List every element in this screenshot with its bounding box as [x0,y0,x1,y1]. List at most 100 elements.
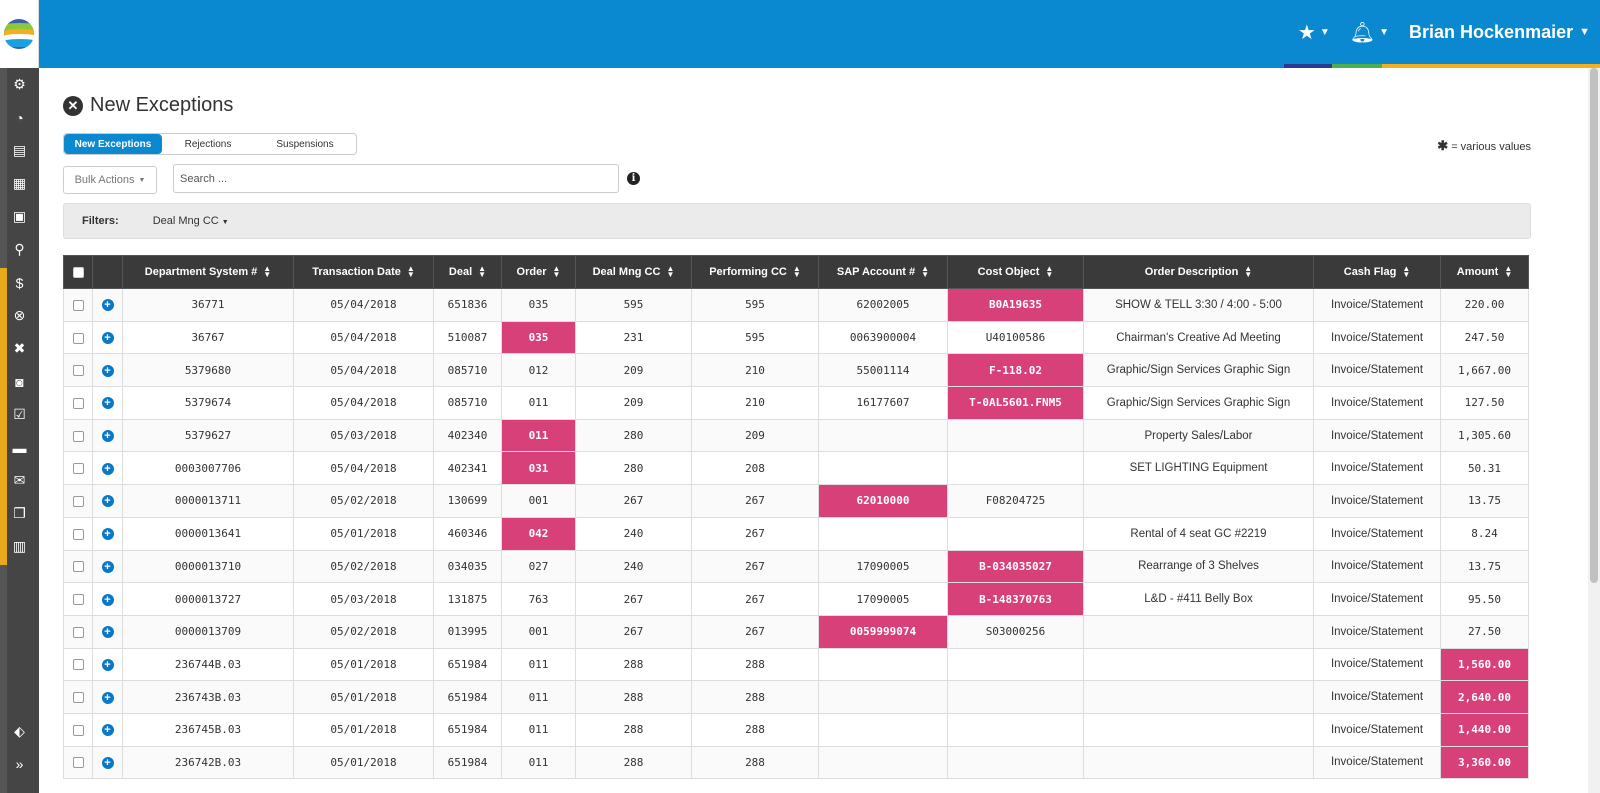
row-checkbox[interactable] [72,430,84,442]
column-header[interactable]: Cost Object ▲ ▼ [947,255,1084,289]
dollar-icon[interactable]: $ [15,274,24,291]
money-icon[interactable]: ▣ [12,208,27,224]
row-checkbox[interactable] [72,463,84,475]
scrollbar-thumb[interactable] [1590,68,1598,583]
row-checkbox[interactable] [72,659,84,671]
bar-chart-icon[interactable]: ▥ [12,538,27,554]
row-checkbox[interactable] [72,495,84,507]
table-row[interactable]: +236745B.03 05/01/2018 651984 011 288 288 Invo… [63,712,1529,747]
row-expand-cell: + [92,484,123,518]
expand-row-icon[interactable]: + [101,430,114,443]
expand-row-icon[interactable]: + [101,528,114,541]
row-checkbox[interactable] [72,724,84,736]
info-icon[interactable]: i [627,172,640,185]
expand-row-icon[interactable]: + [101,658,114,671]
table-cell: 651984 [433,647,502,682]
credit-card-icon[interactable]: ▬ [12,439,27,456]
column-header[interactable]: Order Description ▲ ▼ [1083,255,1314,289]
tab-rejections[interactable]: Rejections [184,138,232,150]
column-header[interactable]: Order ▲ ▼ [501,255,576,289]
pause-icon[interactable]: ◙ [15,373,24,390]
expand-row-icon[interactable]: + [101,626,114,639]
close-icon[interactable]: ✖ [13,340,26,356]
table-row[interactable]: +36767 05/04/2018 510087 035 231 595 006390000… [63,320,1529,355]
dashboard-icon[interactable]: ◔ [15,109,24,126]
column-header[interactable]: Department System # ▲ ▼ [122,255,294,289]
table-row[interactable]: +0000013709 05/02/2018 013995 001 267 267 0059… [63,614,1529,649]
table-cell: 001 [501,614,576,649]
expand-row-icon[interactable]: + [101,691,114,704]
copy-icon[interactable]: ❐ [13,505,26,521]
chevron-down-icon[interactable]: ▼ [1579,26,1590,38]
grid-icon[interactable]: ▦ [12,175,27,191]
search-icon[interactable]: ⚲ [14,241,25,257]
table-row[interactable]: +236743B.03 05/01/2018 651984 011 288 288 Invo… [63,680,1529,714]
row-checkbox[interactable] [72,692,84,704]
expand-row-icon[interactable]: + [101,397,114,410]
table-row[interactable]: +0000013710 05/02/2018 034035 027 240 267 1709… [63,549,1529,584]
column-header[interactable]: Deal Mng CC ▲ ▼ [575,255,692,289]
table-row[interactable]: +236744B.03 05/01/2018 651984 011 288 288 Invo… [63,647,1529,682]
expand-row-icon[interactable]: + [101,462,114,475]
expand-row-icon[interactable]: + [101,593,114,606]
tab-new-exceptions[interactable]: New Exceptions [64,134,162,154]
table-row[interactable]: +5379627 05/03/2018 402340 011 280 209 Propert… [63,418,1529,453]
expand-row-icon[interactable]: + [101,560,114,573]
table-row[interactable]: +5379674 05/04/2018 085710 011 209 210 1617760… [63,386,1529,420]
column-header[interactable]: Deal ▲ ▼ [433,255,502,289]
row-checkbox[interactable] [72,561,84,573]
table-row[interactable]: +0000013711 05/02/2018 130699 001 267 267 6201… [63,484,1529,518]
row-checkbox[interactable] [72,332,84,344]
table-cell: Invoice/Statement [1313,484,1441,518]
expand-icon[interactable]: » [15,755,24,772]
row-checkbox[interactable] [72,397,84,409]
expand-row-icon[interactable]: + [101,495,114,508]
row-checkbox[interactable] [72,365,84,377]
table-row[interactable]: +5379680 05/04/2018 085710 012 209 210 5500111… [63,353,1529,388]
table-cell: 05/04/2018 [293,288,434,322]
checkbox-icon[interactable]: ☑ [13,406,26,422]
column-header[interactable]: Transaction Date ▲ ▼ [293,255,434,289]
table-cell: 231 [575,320,692,355]
table-cell: 236745B.03 [122,712,294,747]
table-row[interactable]: +0000013641 05/01/2018 460346 042 240 267 Rent… [63,516,1529,551]
envelope-icon[interactable]: ✉ [13,472,26,488]
favorites-menu[interactable]: ★ ▼ [1298,20,1330,45]
expand-row-icon[interactable]: + [101,299,114,312]
table-cell: 267 [575,582,692,616]
vertical-scrollbar[interactable] [1588,68,1600,793]
tab-suspensions[interactable]: Suspensions [276,138,334,150]
tag-icon[interactable]: ⬖ [14,723,25,739]
exception-icon[interactable]: ⊗ [13,307,26,323]
search-input[interactable] [173,164,619,193]
user-menu[interactable]: Brian Hockenmaier [1409,21,1574,42]
filter-deal-mng-cc-dropdown[interactable]: Deal Mng CC ▼ [153,215,229,227]
row-checkbox[interactable] [72,757,84,769]
table-row[interactable]: +0003007706 05/04/2018 402341 031 280 208 SET … [63,451,1529,486]
expand-row-icon[interactable]: + [101,724,114,737]
column-header[interactable]: Performing CC ▲ ▼ [691,255,819,289]
expand-row-icon[interactable]: + [101,756,114,769]
column-header-label: Department System # [144,265,258,278]
row-checkbox[interactable] [72,626,84,638]
expand-row-icon[interactable]: + [101,332,114,345]
row-checkbox[interactable] [72,594,84,606]
table-row[interactable]: +0000013727 05/03/2018 131875 763 267 267 1709… [63,582,1529,616]
bulk-actions-button[interactable]: Bulk Actions ▼ [63,166,157,194]
gear-icon[interactable]: ⚙ [13,76,26,92]
column-header[interactable]: Cash Flag ▲ ▼ [1313,255,1441,289]
row-checkbox[interactable] [72,299,84,311]
select-all-checkbox[interactable] [72,266,84,278]
row-checkbox[interactable] [72,528,84,540]
logo-container[interactable] [0,0,39,68]
column-header[interactable]: Amount ▲ ▼ [1440,255,1529,289]
table-cell: 288 [575,745,692,780]
expand-row-icon[interactable]: + [101,364,114,377]
table-cell: 50.31 [1440,451,1529,486]
table-row[interactable]: +36771 05/04/2018 651836 035 595 595 62002005 B… [63,288,1529,322]
column-header[interactable]: SAP Account # ▲ ▼ [818,255,948,289]
table-cell: 288 [575,680,692,714]
table-row[interactable]: +236742B.03 05/01/2018 651984 011 288 288 Invo… [63,745,1529,780]
notifications-menu[interactable]: 🔔︎ ▼ [1350,20,1389,45]
book-icon[interactable]: ▤ [12,142,27,158]
